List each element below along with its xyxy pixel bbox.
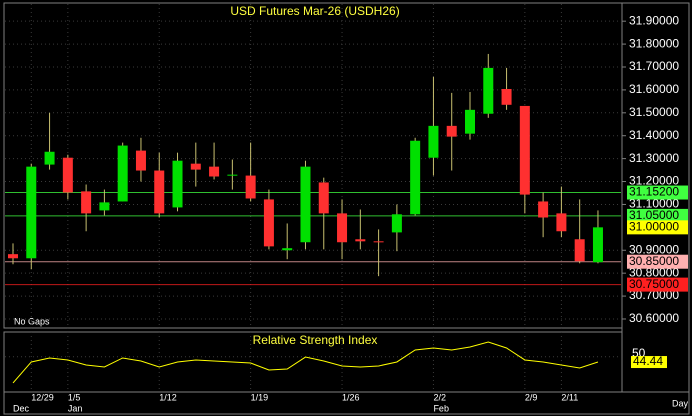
x-tick-label: 1/26 bbox=[342, 392, 360, 402]
level-box bbox=[627, 185, 688, 200]
rsi-line bbox=[12, 341, 599, 384]
y-tick-label: 31.70000 bbox=[629, 59, 679, 73]
y-tick-label: 30.70000 bbox=[629, 288, 679, 302]
candle-body bbox=[81, 191, 92, 214]
y-tick-label: 31.50000 bbox=[629, 105, 679, 119]
note: No Gaps bbox=[14, 316, 50, 326]
level-label: 31.05000 bbox=[629, 208, 679, 222]
x-tick-label: 2/9 bbox=[525, 392, 538, 402]
candle-body bbox=[263, 199, 274, 247]
level-label: 31.00000 bbox=[629, 220, 679, 234]
candle-body bbox=[99, 202, 110, 211]
level-label: 30.75000 bbox=[629, 277, 679, 291]
candle-body bbox=[355, 239, 366, 242]
level-box bbox=[627, 220, 688, 235]
last-value-box bbox=[631, 356, 667, 369]
x-tick-label: 2/11 bbox=[561, 392, 578, 402]
month-label: Jan bbox=[68, 403, 83, 413]
candle-body bbox=[483, 67, 494, 114]
candle-body bbox=[592, 227, 603, 263]
candle-body bbox=[428, 125, 439, 158]
candle-body bbox=[282, 248, 293, 251]
x-tick-label: 2/2 bbox=[433, 392, 446, 402]
level-box bbox=[627, 254, 688, 269]
month-label: Dec bbox=[13, 403, 30, 413]
y-tick-label: 30.90000 bbox=[629, 242, 679, 256]
candle-body bbox=[337, 213, 348, 243]
candle-body bbox=[519, 105, 530, 195]
last-value-label: 44.44 bbox=[633, 354, 663, 368]
y-tick-label: 30.60000 bbox=[629, 311, 679, 325]
candle-body bbox=[227, 174, 238, 176]
candle-body bbox=[172, 160, 183, 208]
candle-body bbox=[465, 109, 475, 134]
y-tick-label: 31.80000 bbox=[629, 36, 679, 50]
candle-body bbox=[373, 241, 384, 243]
y-tick-label: 31.40000 bbox=[629, 128, 679, 142]
candle-body bbox=[300, 166, 311, 243]
x-tick-label: 1/19 bbox=[251, 392, 269, 402]
x-axis-label: Day bbox=[672, 398, 689, 408]
y-tick-label: 31.20000 bbox=[629, 174, 679, 188]
y-tick-label: 31.30000 bbox=[629, 151, 679, 165]
candle-body bbox=[245, 175, 256, 199]
y-tick-label: 31.10000 bbox=[629, 197, 679, 211]
candle-body bbox=[501, 88, 512, 105]
candle-body bbox=[556, 213, 567, 232]
candle-body bbox=[26, 166, 37, 259]
level-box bbox=[627, 277, 688, 292]
candle-body bbox=[209, 166, 220, 177]
candle-body bbox=[8, 254, 18, 259]
candle-body bbox=[62, 157, 73, 193]
y-tick-label: 31.90000 bbox=[629, 13, 679, 27]
candle-body bbox=[410, 140, 421, 215]
x-tick-label: 12/29 bbox=[31, 392, 54, 402]
rsi-title: Relative Strength Index bbox=[253, 333, 378, 347]
candle-body bbox=[117, 145, 128, 202]
candle-body bbox=[135, 150, 146, 171]
month-label: Feb bbox=[433, 403, 449, 413]
x-tick-label: 1/12 bbox=[159, 392, 177, 402]
candle-body bbox=[538, 201, 549, 218]
level-label: 31.15200 bbox=[629, 185, 679, 199]
chart-title: USD Futures Mar-26 (USDH26) bbox=[230, 4, 399, 18]
candle-body bbox=[391, 214, 402, 233]
candle-body bbox=[574, 239, 585, 262]
candle-body bbox=[318, 182, 329, 214]
level-box bbox=[627, 208, 688, 223]
y-tick-label: 30.80000 bbox=[629, 265, 679, 279]
candle-body bbox=[446, 125, 457, 137]
level-label: 30.85000 bbox=[629, 254, 679, 268]
date-axis-panel bbox=[3, 391, 690, 415]
candle-body bbox=[190, 163, 201, 170]
x-tick-label: 1/5 bbox=[68, 392, 81, 402]
candle-body bbox=[44, 151, 55, 165]
candle-body bbox=[154, 170, 165, 214]
y-tick-label: 31.60000 bbox=[629, 82, 679, 96]
